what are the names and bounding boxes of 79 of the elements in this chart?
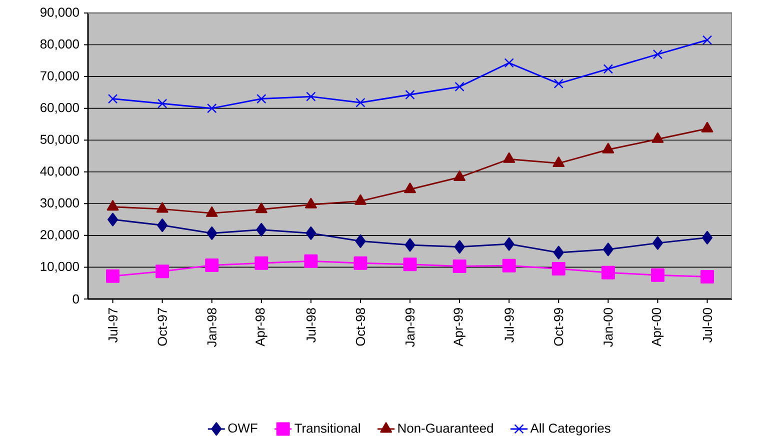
x-tick-label: Jan-98 (207, 308, 216, 347)
point (503, 152, 516, 163)
point (355, 234, 366, 248)
legend-label: Transitional (294, 423, 360, 433)
point (206, 206, 218, 217)
point (701, 122, 714, 132)
point (652, 49, 663, 60)
point (256, 222, 267, 236)
x-tick-label: Jan-99 (405, 308, 415, 347)
point (504, 237, 514, 251)
y-tick-label: 30,000 (40, 198, 79, 210)
point (157, 218, 168, 232)
point (404, 182, 416, 194)
x-tick-label: Oct-99 (554, 308, 564, 346)
point (156, 202, 168, 213)
y-tick-label: 80,000 (40, 39, 79, 50)
point (106, 269, 120, 283)
point (504, 58, 514, 68)
point (157, 98, 168, 108)
x-tick-label: Jul-99 (504, 308, 514, 343)
point (602, 142, 614, 154)
y-tick-label: 70,000 (40, 71, 79, 82)
legend-label: Non-Guaranteed (398, 423, 493, 433)
point (452, 260, 466, 274)
point (156, 264, 170, 278)
y-tick-label: 50,000 (40, 134, 79, 146)
y-tick-label: 20,000 (40, 230, 79, 241)
x-tick-label: Jul-97 (108, 308, 118, 343)
point (306, 226, 316, 240)
point (306, 92, 316, 102)
x-tick-label: Apr-98 (256, 308, 268, 346)
point (554, 78, 564, 88)
point (602, 242, 614, 256)
point (405, 90, 415, 100)
x-tick-label: Jul-98 (306, 308, 316, 343)
point (354, 194, 366, 205)
point (650, 268, 664, 282)
point (108, 212, 118, 226)
point (403, 258, 417, 272)
x-tick-label: Oct-98 (356, 308, 366, 346)
point (108, 94, 118, 104)
point (553, 246, 564, 260)
point (356, 98, 366, 108)
point (354, 256, 368, 270)
y-tick-label: 0 (72, 294, 79, 304)
point (454, 170, 466, 182)
point (652, 236, 663, 250)
point (256, 94, 266, 104)
legend-label: All Categories (530, 423, 610, 436)
point (255, 202, 268, 214)
x-tick-label: Apr-99 (454, 308, 466, 346)
point (207, 103, 217, 114)
y-tick-label: 60,000 (40, 102, 79, 114)
point (700, 270, 714, 284)
point (552, 262, 566, 276)
x-tick-label: Jan-00 (604, 308, 613, 347)
point (454, 240, 465, 254)
point (205, 258, 219, 272)
point (454, 82, 464, 92)
x-tick-label: Jul-00 (702, 308, 712, 343)
point (106, 200, 119, 211)
point (206, 226, 218, 240)
point (702, 35, 712, 45)
point (304, 254, 318, 268)
point (304, 198, 317, 208)
point (601, 266, 615, 280)
point (502, 258, 516, 272)
point (652, 132, 664, 143)
x-tick-label: Oct-97 (158, 308, 167, 346)
point (552, 156, 565, 168)
point (404, 238, 416, 252)
y-tick-label: 90,000 (40, 8, 79, 18)
x-tick-label: Apr-00 (652, 308, 664, 346)
y-tick-label: 40,000 (40, 166, 79, 178)
point (603, 64, 614, 74)
point (702, 230, 712, 244)
point (254, 256, 268, 270)
y-tick-label: 10,000 (40, 262, 79, 273)
legend-label: OWF (228, 423, 258, 433)
